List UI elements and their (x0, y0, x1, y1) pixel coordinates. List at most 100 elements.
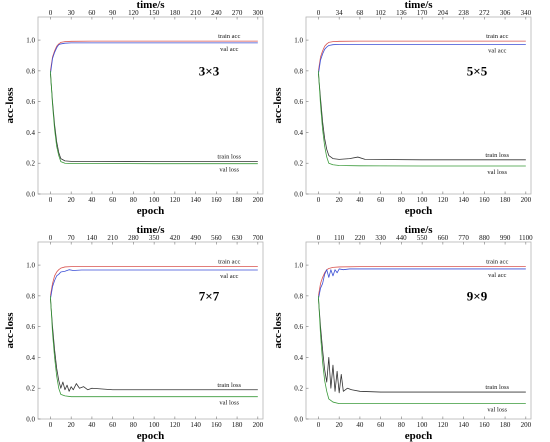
x-tick-label: 140 (458, 421, 469, 429)
x-tick-label: 60 (109, 421, 117, 429)
panel-1: 0 20 40 60 80 100 120 140 160 180 200 0 30 60 90 120 150… (4, 0, 264, 217)
x2-axis-label: time/s (136, 0, 165, 11)
series-line-train-loss (50, 298, 258, 392)
x2-tick-label: 280 (128, 234, 139, 242)
y-tick-label: 0.2 (294, 160, 303, 168)
x-tick-label: 180 (232, 421, 243, 429)
x-tick-label: 160 (479, 196, 490, 204)
x-tick-label: 80 (398, 421, 406, 429)
x2-tick-label: 990 (500, 234, 511, 242)
plot-frame (305, 16, 532, 195)
x-tick-label: 140 (190, 421, 201, 429)
x-tick-label: 100 (417, 421, 428, 429)
x2-tick-label: 0 (317, 9, 321, 17)
y-tick-label: 1.0 (294, 262, 303, 270)
x-tick-label: 80 (130, 421, 138, 429)
panel-3: 0 20 40 60 80 100 120 140 160 180 200 0 70 140 210 280 3… (4, 224, 264, 442)
x-axis-label: epoch (405, 430, 433, 442)
series-line-train-loss (318, 73, 526, 161)
x2-tick-label: 770 (458, 234, 469, 242)
series-label-train-loss: train loss (485, 152, 509, 159)
x-tick-label: 160 (479, 421, 490, 429)
x-tick-label: 120 (438, 421, 449, 429)
x-tick-label: 20 (336, 196, 344, 204)
y-tick-label: 0.0 (294, 416, 303, 424)
x2-tick-label: 350 (149, 234, 160, 242)
y-tick-label: 0.6 (294, 98, 303, 106)
y-tick-label: 1.0 (26, 37, 35, 45)
series-label-val-acc: val acc (220, 273, 238, 280)
plot-frame (37, 16, 264, 195)
x2-tick-label: 180 (170, 9, 181, 17)
x2-tick-label: 68 (356, 9, 364, 17)
y-tick-label: 0.4 (26, 354, 35, 362)
series-line-train-loss (318, 298, 526, 394)
x-tick-label: 60 (109, 196, 117, 204)
y-axis-label: acc-loss (272, 312, 284, 349)
series-line-train-acc (50, 40, 258, 71)
y-axis-label: acc-loss (4, 87, 16, 124)
y-tick-label: 0.4 (294, 129, 303, 137)
series-label-train-loss: train loss (485, 384, 509, 391)
panel-kernel-label: 3×3 (199, 63, 220, 78)
series-line-val-acc (318, 268, 526, 300)
y-tick-label: 0.4 (294, 354, 303, 362)
y-tick-label: 0.8 (26, 292, 35, 300)
series-label-train-acc: train acc (218, 258, 240, 265)
panel-2: 0 20 40 60 80 100 120 140 160 180 200 0 34 68 102 136 17… (272, 0, 532, 217)
series-label-val-loss: val loss (487, 169, 507, 176)
x2-tick-label: 560 (211, 234, 222, 242)
series-label-val-acc: val acc (488, 47, 506, 54)
x-tick-label: 0 (49, 421, 53, 429)
x2-tick-label: 238 (458, 9, 469, 17)
y-axis-label: acc-loss (272, 87, 284, 124)
x2-tick-label: 330 (375, 234, 386, 242)
y-axis-label: acc-loss (4, 312, 16, 349)
series-line-val-acc (318, 44, 526, 75)
x2-axis-label: time/s (404, 0, 433, 11)
y-tick-label: 0.0 (294, 191, 303, 199)
y-tick-label: 1.0 (294, 37, 303, 45)
x-tick-label: 180 (500, 421, 511, 429)
x2-tick-label: 630 (232, 234, 243, 242)
panel-kernel-label: 5×5 (467, 63, 488, 78)
series-label-val-loss: val loss (487, 407, 507, 414)
x-tick-label: 80 (130, 196, 138, 204)
y-tick-label: 0.2 (26, 160, 35, 168)
x2-tick-label: 204 (438, 9, 449, 17)
series-line-val-loss (318, 295, 526, 405)
series-label-val-acc: val acc (220, 46, 238, 53)
series-label-train-acc: train acc (486, 259, 508, 266)
x-tick-label: 20 (336, 421, 344, 429)
y-tick-label: 0.4 (26, 129, 35, 137)
series-label-val-acc: val acc (488, 272, 506, 279)
x-tick-label: 0 (317, 196, 321, 204)
x2-tick-label: 490 (190, 234, 201, 242)
y-tick-label: 0.6 (294, 323, 303, 331)
x2-tick-label: 272 (479, 9, 490, 17)
x2-tick-label: 120 (128, 9, 139, 17)
x2-tick-label: 0 (49, 234, 53, 242)
x2-tick-label: 0 (49, 9, 53, 17)
series-line-val-loss (318, 70, 526, 167)
y-tick-label: 0.8 (294, 292, 303, 300)
x2-tick-label: 150 (149, 9, 160, 17)
x-axis-label: epoch (405, 205, 433, 217)
x2-tick-label: 440 (396, 234, 407, 242)
x2-tick-label: 0 (317, 234, 321, 242)
panel-kernel-label: 7×7 (199, 288, 220, 303)
series-line-train-loss (50, 73, 258, 162)
x-tick-label: 120 (170, 421, 181, 429)
y-tick-label: 0.2 (294, 385, 303, 393)
x2-tick-label: 1100 (519, 234, 533, 242)
x2-tick-label: 170 (417, 9, 428, 17)
x2-tick-label: 110 (334, 234, 345, 242)
x2-tick-label: 660 (438, 234, 449, 242)
x2-tick-label: 306 (500, 9, 511, 17)
x-tick-label: 0 (317, 421, 321, 429)
series-label-train-acc: train acc (218, 33, 240, 40)
x2-axis-label: time/s (404, 224, 433, 236)
series-line-train-acc (50, 266, 258, 296)
y-tick-label: 0.0 (26, 416, 35, 424)
